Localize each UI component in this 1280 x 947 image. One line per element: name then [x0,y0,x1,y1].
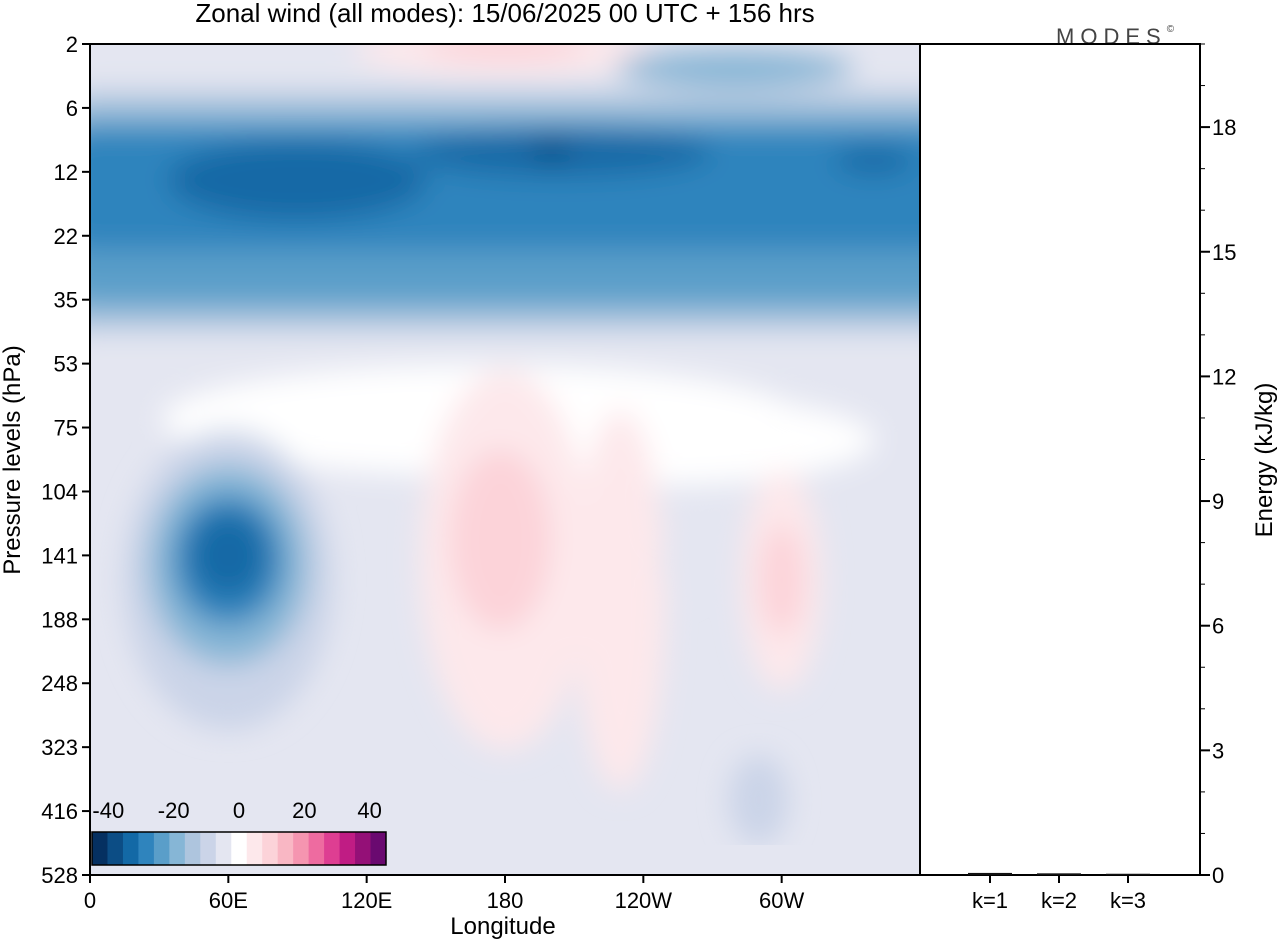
energy-axis: 0 3 6 9 12 15 18 [1200,43,1236,888]
energy-y-tick-label: 18 [1212,115,1236,140]
colorbar-swatch [293,832,310,865]
field-region [575,410,666,790]
y-tick-label: 2 [66,32,78,57]
westerly-core-180 [479,505,540,615]
y-tick-label: 248 [41,671,78,696]
energy-panel-frame [919,43,1201,876]
energy-bar [968,872,1012,875]
energy-bar [1106,873,1150,876]
energy-category-label: k=1 [972,888,1008,913]
field-region [615,48,856,88]
upper-positive-core [425,44,585,60]
heatmap-field [90,44,920,845]
colorbar-tick-label: -40 [92,798,124,823]
colorbar-tick-label: 20 [292,798,316,823]
energy-category-label: k=3 [1110,888,1146,913]
y-axis-label: Pressure levels (hPa) [0,345,26,574]
colorbar-swatch [92,832,108,865]
colorbar-swatch [231,832,248,865]
colorbar-swatch [355,832,372,865]
y-tick-label: 35 [54,288,78,313]
field-region [659,525,696,595]
x-tick-label: 120W [615,888,673,913]
energy-y-tick-label: 9 [1212,489,1224,514]
x-tick-label: 60W [759,888,804,913]
x-axis-label: Longitude [450,913,555,940]
colorbar-swatch [169,832,186,865]
y-tick-label: 188 [41,607,78,632]
longitude-axis: 0 60E 120E 180 120W 60W [84,875,805,913]
x-tick-label: 60E [209,888,248,913]
westerly-core-60w [759,525,804,635]
field-region [531,140,572,160]
energy-y-tick-label: 12 [1212,364,1236,389]
x-tick-label: 0 [84,888,96,913]
colorbar-swatch [370,832,387,865]
jet-core-west [167,140,428,220]
colorbar-swatch [324,832,341,865]
field-region [833,146,914,174]
y-tick-label: 528 [41,863,78,888]
colorbar-swatch [184,832,201,865]
colorbar-swatch [246,832,263,865]
y-tick-label: 22 [54,224,78,249]
heatmap-area [90,44,920,875]
energy-y-tick-label: 15 [1212,240,1236,265]
y-tick-label: 416 [41,799,78,824]
colorbar-swatch [339,832,356,865]
colorbar-swatch [200,832,217,865]
colorbar-swatch [153,832,170,865]
y-tick-label: 53 [54,352,78,377]
y-tick-label: 12 [54,160,78,185]
x-tick-label: 180 [487,888,524,913]
colorbar-swatch [107,832,124,865]
y-tick-label: 6 [66,96,78,121]
colorbar-swatch [138,832,155,865]
y-tick-label: 141 [41,543,78,568]
y-tick-label: 75 [54,416,78,441]
colorbar-swatch [122,832,139,865]
energy-bars: k=1 k=2 k=3 [968,872,1150,913]
y-tick-label: 104 [41,479,78,504]
energy-axis-label: Energy (kJ/kg) [1251,383,1278,538]
colorbar-tick-label: -20 [158,798,190,823]
colorbar-swatch [215,832,232,865]
energy-y-tick-label: 3 [1212,738,1224,763]
colorbar-tick-label: 40 [357,798,381,823]
x-tick-label: 120E [341,888,392,913]
colorbar-swatch [308,832,325,865]
colorbar-frame [91,831,387,866]
chart-title: Zonal wind (all modes): 15/06/2025 00 UT… [195,0,814,28]
colorbar-swatch [262,832,279,865]
pressure-axis: 2 6 12 22 35 53 75 104 141 188 248 323 416 528 [41,32,90,888]
colorbar-tick-label: 0 [233,798,245,823]
colorbar: -40 -20 0 20 40 [91,798,387,866]
energy-bar [1037,873,1081,875]
y-tick-label: 323 [41,735,78,760]
energy-category-label: k=2 [1041,888,1077,913]
energy-y-tick-label: 0 [1212,863,1224,888]
field-region [728,755,789,845]
energy-y-tick-label: 6 [1212,614,1224,639]
easterly-core-60e [190,513,267,597]
colorbar-swatch [277,832,294,865]
